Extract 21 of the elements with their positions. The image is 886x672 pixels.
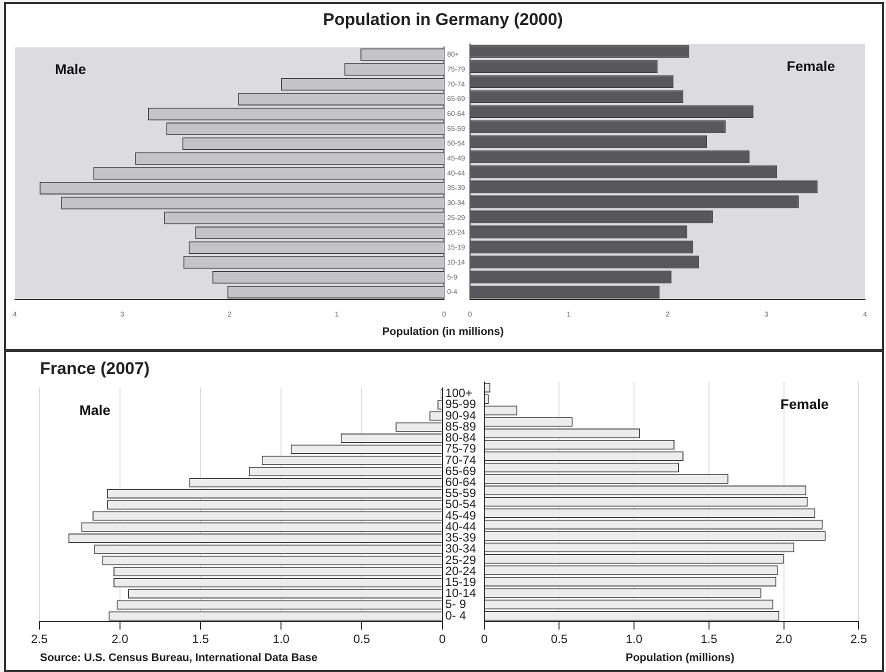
text: Male	[54, 61, 86, 78]
x-axis-title: Population (millions)	[626, 652, 734, 664]
x-tick-label: 0.5	[353, 632, 370, 646]
x-tick-label: 1.0	[272, 632, 290, 646]
source-note: Source: U.S. Census Bureau, International Data Base	[40, 652, 318, 664]
x-tick-label: 2.0	[112, 632, 129, 646]
chart-title: France (2007)	[40, 359, 150, 379]
x-tick-label: 0	[438, 632, 446, 646]
x-tick-label: 1.0	[626, 632, 643, 646]
x-tick-label: 0	[480, 632, 488, 646]
x-tick-label: 2.0	[775, 632, 792, 646]
text: Female	[780, 396, 829, 412]
text: Female	[786, 58, 836, 74]
x-tick-label: 0.5	[550, 632, 568, 646]
x-tick-label: 1.5	[700, 632, 718, 646]
x-tick-label: 2.5	[30, 632, 48, 646]
text: Male	[79, 402, 111, 418]
chart-title: Population in Germany (2000)	[323, 10, 563, 30]
x-tick-label: 2.5	[850, 632, 868, 646]
x-axis-title: Population (in millions)	[382, 326, 504, 338]
x-tick-label: 1.5	[192, 632, 210, 646]
